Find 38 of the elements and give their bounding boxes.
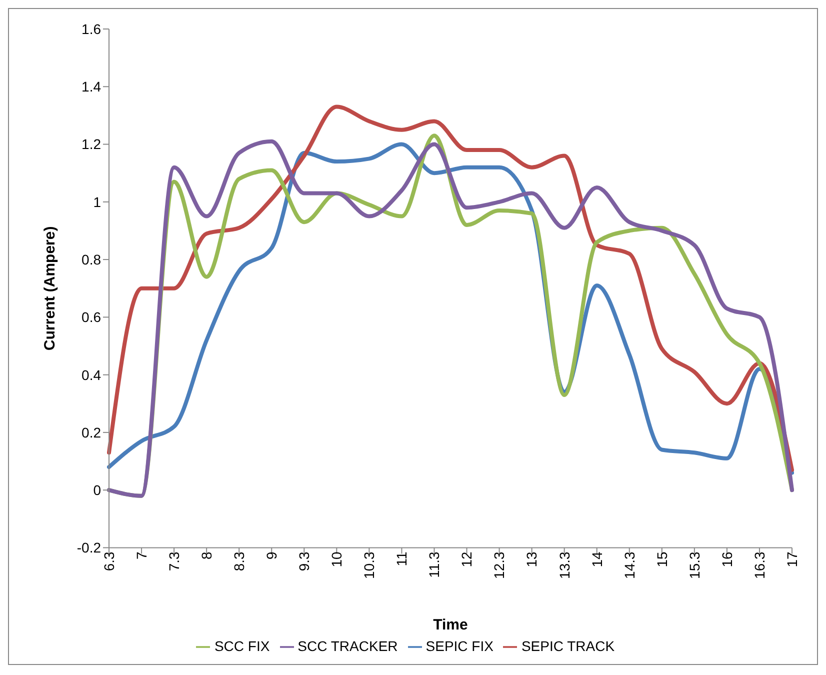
- x-tick-label: 13: [524, 551, 540, 568]
- x-tick-label: 11.3: [426, 552, 442, 578]
- x-tick-label: 11: [394, 552, 410, 566]
- x-tick-label: 6.3: [100, 551, 117, 572]
- x-tick-label: 8: [198, 552, 215, 560]
- y-tick-label: 0.2: [82, 424, 102, 440]
- y-tick-label: -0.2: [76, 540, 102, 556]
- x-tick-label: 17: [784, 551, 800, 568]
- x-tick-label: 13.3: [556, 551, 572, 579]
- y-tick-label: 1: [93, 194, 102, 210]
- y-tick-label: 0: [93, 482, 102, 498]
- y-tick-label: 0.8: [82, 252, 102, 268]
- legend-label: SEPIC FIX: [426, 638, 494, 654]
- x-tick-label: 10.3: [361, 551, 378, 579]
- x-tick-label: 7.3: [166, 551, 182, 572]
- legend-label: SCC FIX: [214, 638, 270, 654]
- x-tick-label: 16: [718, 551, 735, 568]
- legend-label: SEPIC TRACK: [521, 638, 615, 654]
- y-axis-title: Current (Ampere): [41, 226, 58, 350]
- x-tick-label: 16.3: [751, 551, 768, 579]
- x-tick-label: 14: [588, 551, 605, 568]
- x-tick-label: 9.3: [296, 551, 312, 572]
- y-tick-label: 1.4: [82, 78, 102, 95]
- y-tick-label: 0.4: [82, 366, 102, 383]
- legend-label: SCC TRACKER: [298, 638, 398, 654]
- x-axis-title: Time: [433, 616, 468, 634]
- x-tick-label: 8.3: [231, 551, 248, 572]
- y-tick-label: 0.6: [82, 309, 102, 326]
- x-tick-label: 15: [654, 551, 670, 568]
- x-tick-label: 12: [458, 551, 475, 568]
- x-tick-label: 15.3: [686, 551, 702, 579]
- x-tick-label: 9: [264, 552, 280, 560]
- x-tick-label: 7: [133, 552, 150, 560]
- y-tick-label: 1.2: [82, 136, 102, 152]
- x-tick-label: 14.3: [621, 551, 638, 579]
- y-tick-label: 1.6: [82, 20, 102, 37]
- x-tick-label: 10: [328, 551, 345, 568]
- x-tick-label: 12.3: [491, 551, 508, 579]
